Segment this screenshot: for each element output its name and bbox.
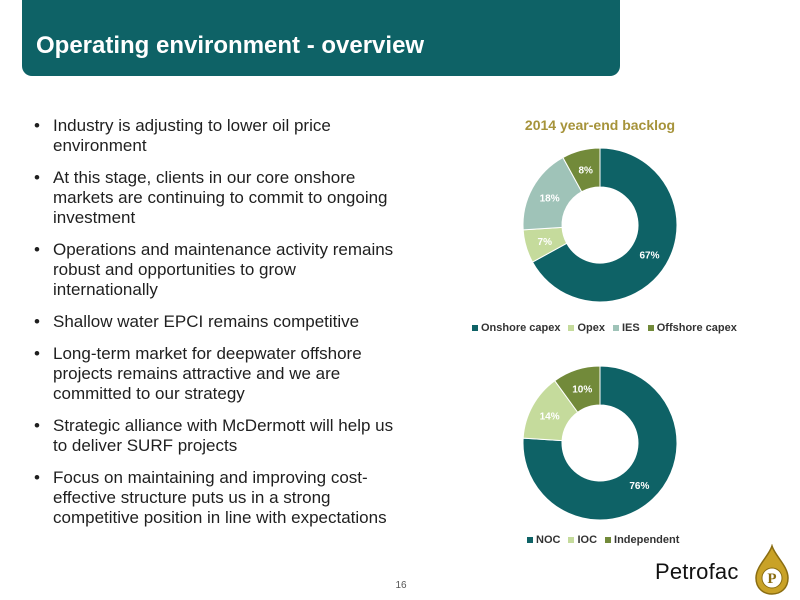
slice-value-label: 14% — [540, 411, 560, 422]
slice-value-label: 7% — [538, 237, 553, 248]
bullet-text: Focus on maintaining and improving cost-… — [53, 468, 387, 527]
legend-label: NOC — [536, 534, 561, 546]
legend-label: Independent — [614, 534, 680, 546]
legend-item: Opex — [568, 322, 605, 334]
legend-swatch — [568, 537, 575, 543]
bullet-item: • Strategic alliance with McDermott will … — [34, 416, 404, 456]
legend-item: Independent — [605, 534, 679, 546]
bullet-dot: • — [34, 344, 40, 363]
slice-value-label: 76% — [629, 481, 649, 492]
backlog-legend: Onshore capex Opex IES Offshore capex — [472, 322, 737, 334]
legend-label: IOC — [577, 534, 598, 546]
page-number: 16 — [395, 580, 407, 591]
slice-value-label: 67% — [639, 250, 659, 261]
donut-slice-onshore-capex — [531, 147, 678, 303]
bullet-dot: • — [34, 468, 40, 487]
legend-label: IES — [622, 322, 640, 334]
bullet-text: Long-term market for deepwater offshore … — [53, 344, 362, 403]
bullet-item: • Industry is adjusting to lower oil pric… — [34, 116, 404, 156]
legend-item: IES — [613, 322, 640, 334]
brand-logo-text: Petrofac — [655, 559, 739, 584]
bullet-item: • Long-term market for deepwater offshore… — [34, 344, 404, 404]
bullet-text: At this stage, clients in our core onsho… — [53, 168, 388, 227]
legend-swatch — [647, 325, 654, 331]
legend-item: IOC — [568, 534, 597, 546]
legend-item: Onshore capex — [472, 322, 560, 334]
petrofac-logo-icon: P — [755, 544, 789, 595]
bullet-list: • Industry is adjusting to lower oil pric… — [34, 116, 404, 540]
slice-value-label: 10% — [572, 384, 592, 395]
legend-label: Onshore capex — [481, 322, 561, 334]
header-bar — [22, 0, 620, 76]
legend-swatch — [605, 537, 612, 543]
bullet-text: Strategic alliance with McDermott will h… — [53, 416, 394, 455]
bullet-item: • Operations and maintenance activity rem… — [34, 240, 404, 300]
backlog-donut-chart: 67% 7% 18% 8% — [522, 147, 678, 303]
slice-value-label: 8% — [578, 165, 593, 176]
page-title: Operating environment - overview — [36, 32, 425, 59]
legend-swatch — [568, 325, 575, 331]
bullet-dot: • — [34, 240, 40, 259]
bullet-dot: • — [34, 116, 40, 135]
bullet-text: Industry is adjusting to lower oil price… — [53, 116, 331, 155]
bullet-dot: • — [34, 416, 40, 435]
bullet-text: Operations and maintenance activity rema… — [53, 240, 394, 299]
backlog-chart-title: 2014 year-end backlog — [524, 117, 676, 133]
bullet-item: • Shallow water EPCI remains competitive — [34, 312, 404, 332]
client-donut-chart: 76% 14% 10% — [522, 365, 678, 521]
legend-item: Offshore capex — [647, 322, 737, 334]
legend-swatch — [472, 325, 478, 331]
legend-item: NOC — [527, 534, 560, 546]
legend-label: Opex — [577, 322, 605, 334]
svg-text:P: P — [767, 571, 776, 587]
bullet-dot: • — [34, 312, 40, 331]
slice-value-label: 18% — [540, 193, 560, 204]
donut-slice-noc — [522, 365, 678, 521]
bullet-item: • Focus on maintaining and improving cost… — [34, 468, 404, 528]
bullet-text: Shallow water EPCI remains competitive — [53, 312, 360, 331]
legend-swatch — [613, 325, 619, 331]
bullet-item: • At this stage, clients in our core onsh… — [34, 168, 404, 228]
bullet-dot: • — [34, 168, 40, 187]
legend-swatch — [527, 537, 533, 543]
legend-label: Offshore capex — [656, 322, 737, 334]
client-legend: NOC IOC Independent — [527, 534, 679, 546]
donut-slice-offshore-capex — [562, 147, 601, 193]
donut-slice-independent — [554, 365, 601, 413]
